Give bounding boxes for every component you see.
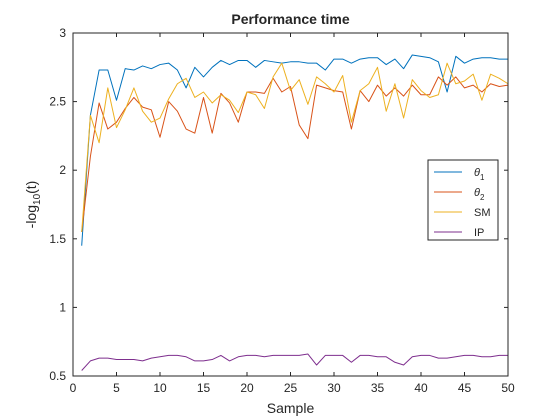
legend-label: SM <box>474 207 491 219</box>
x-tick-label: 45 <box>458 381 472 395</box>
series-line-θ1 <box>81 54 508 246</box>
x-axis-label: Sample <box>267 400 315 416</box>
y-tick-label: 2.5 <box>49 95 66 109</box>
axes-box <box>72 32 509 377</box>
y-tick-label: 1 <box>59 300 66 314</box>
legend-label: IP <box>474 227 484 239</box>
y-tick-label: 2 <box>59 163 66 177</box>
x-tick-label: 50 <box>501 381 515 395</box>
x-tick-label: 35 <box>371 381 385 395</box>
x-tick-label: 40 <box>414 381 428 395</box>
axis-ticks: 0 5 10 15 20 25 30 35 40 45 50 0.5 1 1.5 2 2.5 3 <box>49 26 515 395</box>
series-lines <box>81 54 509 371</box>
y-axis-label: -log10(t) <box>23 181 43 229</box>
chart-title: Performance time <box>231 11 349 27</box>
x-tick-label: 25 <box>284 381 298 395</box>
series-line-sm <box>81 62 509 232</box>
series-line-ip <box>81 353 508 371</box>
x-tick-label: 30 <box>327 381 341 395</box>
x-tick-label: 15 <box>197 381 211 395</box>
x-tick-label: 0 <box>70 381 77 395</box>
y-tick-label: 0.5 <box>49 369 66 383</box>
y-tick-label: 1.5 <box>49 232 66 246</box>
legend-box <box>427 159 499 241</box>
legend-label: θ2 <box>474 187 485 202</box>
x-tick-label: 10 <box>153 381 167 395</box>
y-tick-label: 3 <box>59 26 66 40</box>
x-tick-label: 5 <box>113 381 120 395</box>
legend: θ1 θ2 SM IP <box>427 159 499 241</box>
legend-label: θ1 <box>474 167 485 182</box>
x-tick-label: 20 <box>240 381 254 395</box>
series-line-θ2 <box>81 76 509 232</box>
